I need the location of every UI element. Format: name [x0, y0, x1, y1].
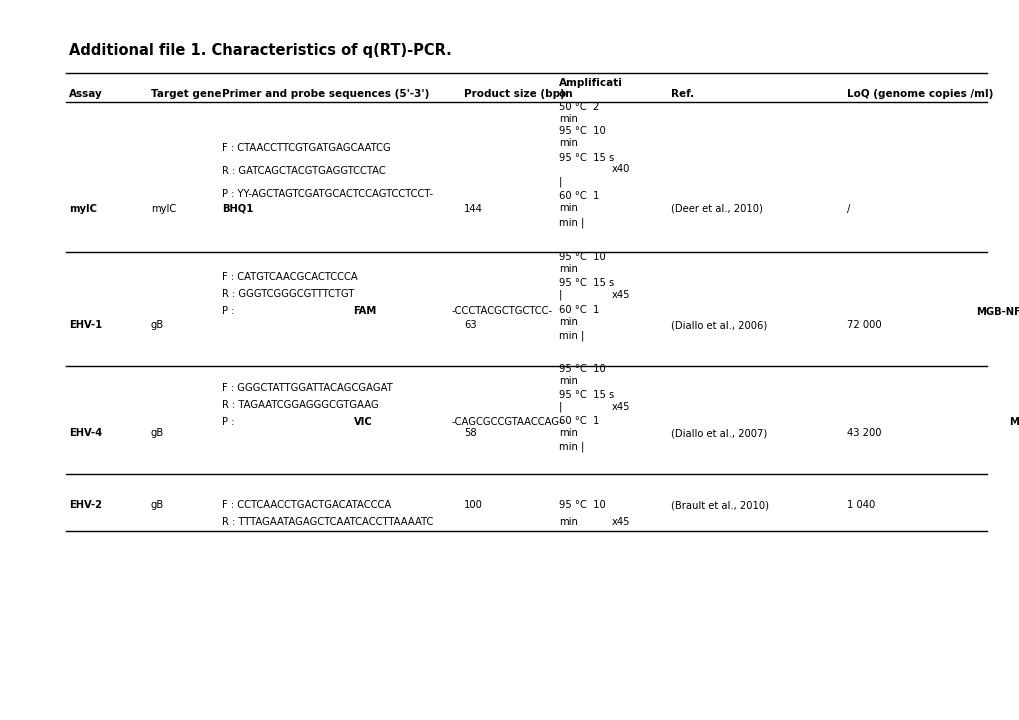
Text: 95 °C  10: 95 °C 10 — [558, 364, 605, 374]
Text: R : GATCAGCTACGTGAGGTCCTAC: R : GATCAGCTACGTGAGGTCCTAC — [222, 166, 386, 176]
Text: MGB-NFQ: MGB-NFQ — [975, 306, 1019, 316]
Text: gB: gB — [151, 428, 164, 438]
Text: min: min — [558, 376, 578, 386]
Text: 95 °C  15 s: 95 °C 15 s — [558, 278, 613, 288]
Text: 144: 144 — [464, 204, 483, 214]
Text: R : GGGTCGGGCGTTTCTGT: R : GGGTCGGGCGTTTCTGT — [222, 289, 355, 299]
Text: Product size (bp): Product size (bp) — [464, 89, 565, 99]
Text: Primer and probe sequences (5'-3'): Primer and probe sequences (5'-3') — [222, 89, 429, 99]
Text: VIC: VIC — [354, 417, 372, 427]
Text: |: | — [558, 402, 561, 412]
Text: 95 °C  10: 95 °C 10 — [558, 252, 605, 262]
Text: myIC: myIC — [151, 204, 176, 214]
Text: 100: 100 — [464, 500, 483, 510]
Text: (Deer et al., 2010): (Deer et al., 2010) — [671, 204, 762, 214]
Text: x45: x45 — [611, 517, 630, 527]
Text: gB: gB — [151, 500, 164, 510]
Text: min |: min | — [558, 442, 584, 452]
Text: 72 000: 72 000 — [846, 320, 880, 330]
Text: EHV-2: EHV-2 — [69, 500, 102, 510]
Text: min: min — [558, 138, 578, 148]
Text: min |: min | — [558, 330, 584, 341]
Text: Amplificati: Amplificati — [558, 78, 623, 88]
Text: min: min — [558, 264, 578, 274]
Text: -CAGCGCCGTAACCAG-: -CAGCGCCGTAACCAG- — [451, 417, 564, 427]
Text: min: min — [558, 517, 578, 527]
Text: EHV-1: EHV-1 — [69, 320, 103, 330]
Text: Ref.: Ref. — [671, 89, 694, 99]
Text: BHQ1: BHQ1 — [222, 204, 254, 214]
Text: min: min — [558, 114, 578, 124]
Text: P :: P : — [222, 417, 237, 427]
Text: /: / — [846, 204, 849, 214]
Text: F : GGGCTATTGGATTACAGCGAGAT: F : GGGCTATTGGATTACAGCGAGAT — [222, 383, 392, 393]
Text: F : CTAACCTTCGTGATGAGCAATCG: F : CTAACCTTCGTGATGAGCAATCG — [222, 143, 390, 153]
Text: 58: 58 — [464, 428, 476, 438]
Text: 63: 63 — [464, 320, 476, 330]
Text: (Brault et al., 2010): (Brault et al., 2010) — [671, 500, 768, 510]
Text: 60 °C  1: 60 °C 1 — [558, 416, 599, 426]
Text: F : CCTCAACCTGACTGACATACCCA: F : CCTCAACCTGACTGACATACCCA — [222, 500, 391, 510]
Text: min: min — [558, 428, 578, 438]
Text: (Diallo et al., 2007): (Diallo et al., 2007) — [671, 428, 766, 438]
Text: on: on — [558, 89, 573, 99]
Text: 60 °C  1: 60 °C 1 — [558, 305, 599, 315]
Text: 1 040: 1 040 — [846, 500, 874, 510]
Text: 95 °C  10: 95 °C 10 — [558, 126, 605, 136]
Text: R : TTTAGAATAGAGCTCAATCACCTTAAAATC: R : TTTAGAATAGAGCTCAATCACCTTAAAATC — [222, 517, 433, 527]
Text: |: | — [558, 290, 561, 300]
Text: -CCCTACGCTGCTCC-: -CCCTACGCTGCTCC- — [451, 306, 552, 316]
Text: min: min — [558, 203, 578, 213]
Text: x45: x45 — [611, 290, 630, 300]
Text: R : TAGAATCGGAGGGCGTGAAG: R : TAGAATCGGAGGGCGTGAAG — [222, 400, 379, 410]
Text: |: | — [558, 176, 561, 186]
Text: 95 °C  15 s: 95 °C 15 s — [558, 390, 613, 400]
Text: EHV-4: EHV-4 — [69, 428, 103, 438]
Text: gB: gB — [151, 320, 164, 330]
Text: Additional file 1. Characteristics of q(RT)-PCR.: Additional file 1. Characteristics of q(… — [69, 43, 451, 58]
Text: 43 200: 43 200 — [846, 428, 880, 438]
Text: P :: P : — [222, 306, 237, 316]
Text: Assay: Assay — [69, 89, 103, 99]
Text: LoQ (genome copies /ml): LoQ (genome copies /ml) — [846, 89, 993, 99]
Text: x40: x40 — [611, 164, 630, 174]
Text: 95 °C  10: 95 °C 10 — [558, 500, 605, 510]
Text: myIC: myIC — [69, 204, 97, 214]
Text: (Diallo et al., 2006): (Diallo et al., 2006) — [671, 320, 766, 330]
Text: min |: min | — [558, 217, 584, 228]
Text: 95 °C  15 s: 95 °C 15 s — [558, 153, 613, 163]
Text: min: min — [558, 317, 578, 327]
Text: P : YY-AGCTAGTCGATGCACTCCAGTCCTCCT-: P : YY-AGCTAGTCGATGCACTCCAGTCCTCCT- — [222, 189, 433, 199]
Text: 50 °C  2: 50 °C 2 — [558, 102, 599, 112]
Text: 60 °C  1: 60 °C 1 — [558, 191, 599, 201]
Text: Target gene: Target gene — [151, 89, 221, 99]
Text: FAM: FAM — [354, 306, 376, 316]
Text: F : CATGTCAACGCACTCCCA: F : CATGTCAACGCACTCCCA — [222, 272, 358, 282]
Text: MGB-NFQ: MGB-NFQ — [1008, 417, 1019, 427]
Text: x45: x45 — [611, 402, 630, 412]
